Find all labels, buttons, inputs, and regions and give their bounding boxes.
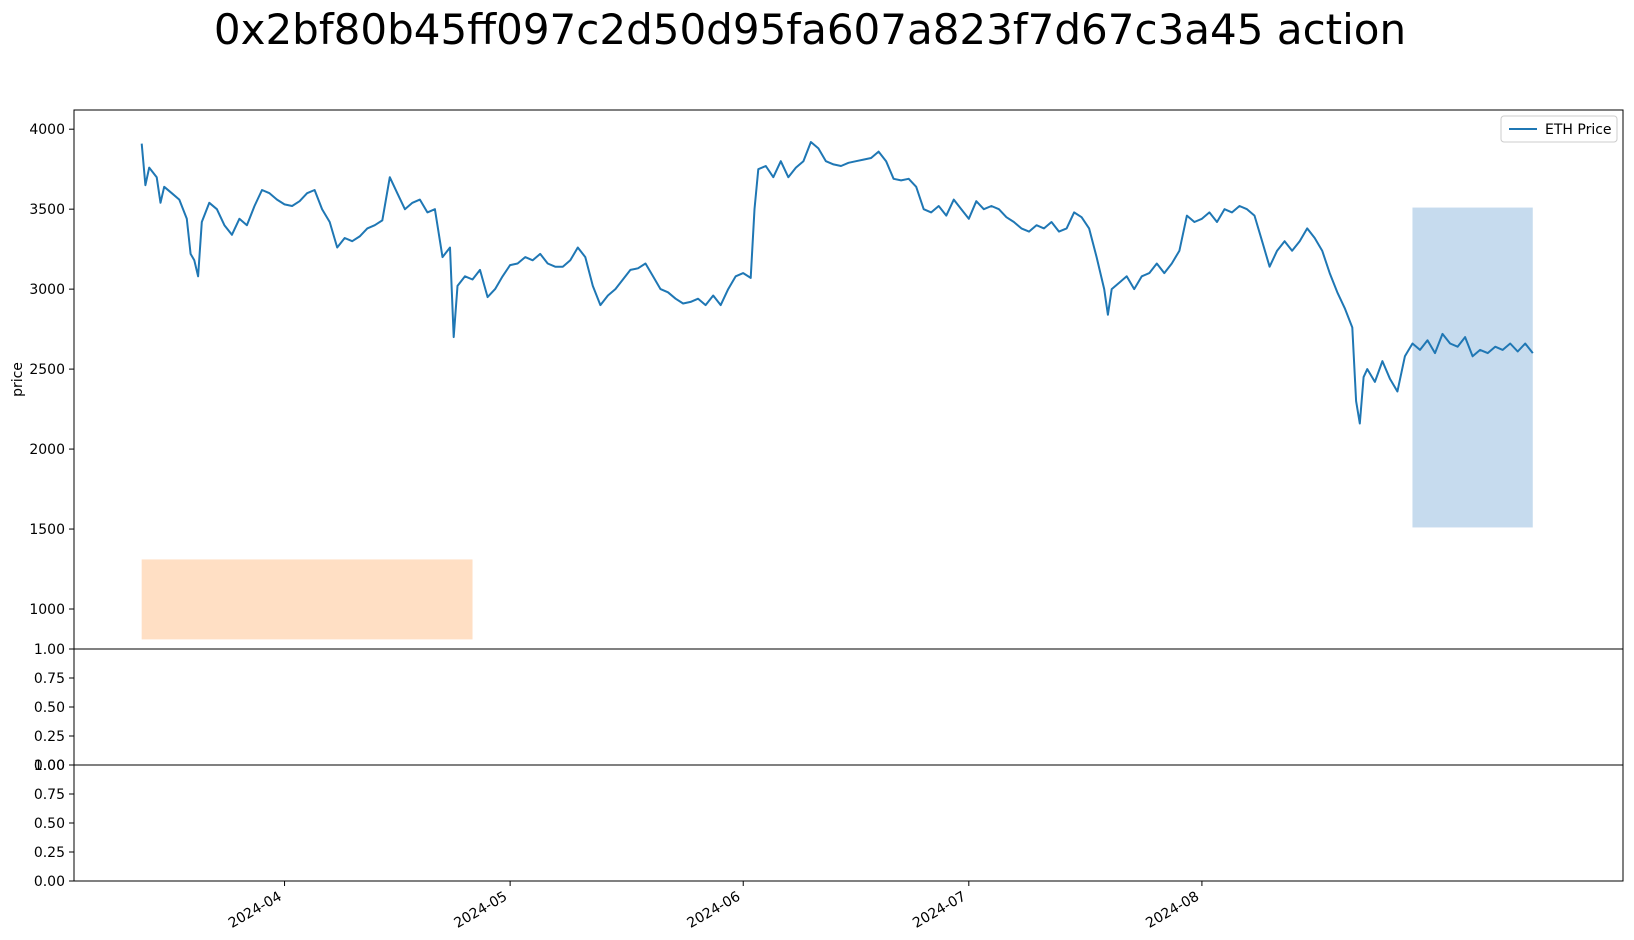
y-tick-label: 0.25 <box>34 845 65 861</box>
y-tick-label: 2500 <box>29 362 65 378</box>
axes-frame <box>73 764 1624 882</box>
y-tick-label: 0.00 <box>34 758 65 774</box>
y-tick-label: 3000 <box>29 282 65 298</box>
panel-sub2: 0.00 0.25 0.50 0.75 1.00 <box>34 758 1624 890</box>
legend: ETH Price <box>1500 115 1618 143</box>
panel-price: 1000 1500 2000 2500 3000 3500 4000 price ETH Pri… <box>10 109 1624 650</box>
y-tick-label: 1.00 <box>34 758 65 774</box>
position-band <box>1412 207 1533 528</box>
y-tick-label: 2000 <box>29 442 65 458</box>
x-tick-label: 2024-04 <box>226 889 285 932</box>
legend-label: ETH Price <box>1545 122 1612 138</box>
y-tick-label: 0.25 <box>34 729 65 745</box>
y-tick-label: 1500 <box>29 522 65 538</box>
axes-frame <box>73 648 1624 766</box>
action-band <box>141 559 473 640</box>
y-tick-label: 0.50 <box>34 700 65 716</box>
x-tick-label: 2024-05 <box>451 889 510 932</box>
y-tick-label: 1.00 <box>34 642 65 658</box>
x-tick-label: 2024-08 <box>1143 889 1202 932</box>
x-tick-label: 2024-07 <box>910 889 969 932</box>
y-axis-label: price <box>10 362 26 397</box>
series-line-eth-price <box>140 141 1534 425</box>
legend-box <box>1500 115 1618 143</box>
plot-layer: 1000 1500 2000 2500 3000 3500 4000 price ETH Pri… <box>10 109 1624 932</box>
y-tick-label: 0.75 <box>34 671 65 687</box>
x-tick-label: 2024-06 <box>685 889 744 932</box>
y-tick-label: 3500 <box>29 202 65 218</box>
y-tick-label: 0.75 <box>34 787 65 803</box>
chart-title: 0x2bf80b45ff097c2d50d95fa607a823f7d67c3a… <box>214 5 1406 54</box>
panel-sub1: 0.00 0.25 0.50 0.75 1.00 <box>34 642 1624 774</box>
y-tick-label: 0.00 <box>34 874 65 890</box>
y-tick-label: 0.50 <box>34 816 65 832</box>
y-tick-label: 1000 <box>29 602 65 618</box>
y-tick-label: 4000 <box>29 122 65 138</box>
